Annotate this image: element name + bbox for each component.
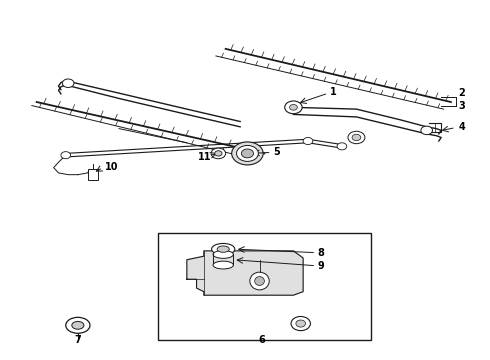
Text: 2: 2 bbox=[458, 88, 465, 98]
Ellipse shape bbox=[242, 149, 253, 158]
Text: 6: 6 bbox=[259, 335, 265, 345]
Text: 7: 7 bbox=[74, 335, 81, 345]
Text: 5: 5 bbox=[273, 147, 280, 157]
Ellipse shape bbox=[250, 272, 269, 290]
Text: 8: 8 bbox=[318, 248, 324, 258]
Circle shape bbox=[337, 143, 347, 150]
Ellipse shape bbox=[255, 276, 265, 285]
Circle shape bbox=[61, 152, 71, 159]
Ellipse shape bbox=[212, 243, 235, 255]
Text: 4: 4 bbox=[458, 122, 465, 132]
Ellipse shape bbox=[72, 321, 84, 329]
Ellipse shape bbox=[211, 148, 225, 159]
Circle shape bbox=[290, 104, 297, 110]
Text: 1: 1 bbox=[330, 87, 337, 97]
Text: 3: 3 bbox=[458, 100, 465, 111]
Bar bbox=[158, 233, 371, 339]
Ellipse shape bbox=[237, 145, 258, 161]
Text: 10: 10 bbox=[104, 162, 118, 171]
Ellipse shape bbox=[213, 261, 233, 269]
Circle shape bbox=[303, 138, 313, 145]
Ellipse shape bbox=[348, 131, 365, 144]
Text: 11: 11 bbox=[197, 152, 211, 162]
Ellipse shape bbox=[232, 142, 263, 165]
Ellipse shape bbox=[66, 318, 90, 333]
Circle shape bbox=[285, 101, 302, 114]
Ellipse shape bbox=[215, 151, 222, 156]
Circle shape bbox=[62, 79, 74, 87]
Circle shape bbox=[291, 316, 310, 330]
Text: 9: 9 bbox=[318, 261, 324, 271]
Bar bbox=[88, 169, 98, 180]
Ellipse shape bbox=[217, 246, 229, 252]
Circle shape bbox=[296, 320, 306, 327]
Ellipse shape bbox=[213, 251, 233, 258]
Ellipse shape bbox=[352, 134, 361, 141]
Polygon shape bbox=[187, 251, 303, 295]
Circle shape bbox=[421, 126, 433, 135]
